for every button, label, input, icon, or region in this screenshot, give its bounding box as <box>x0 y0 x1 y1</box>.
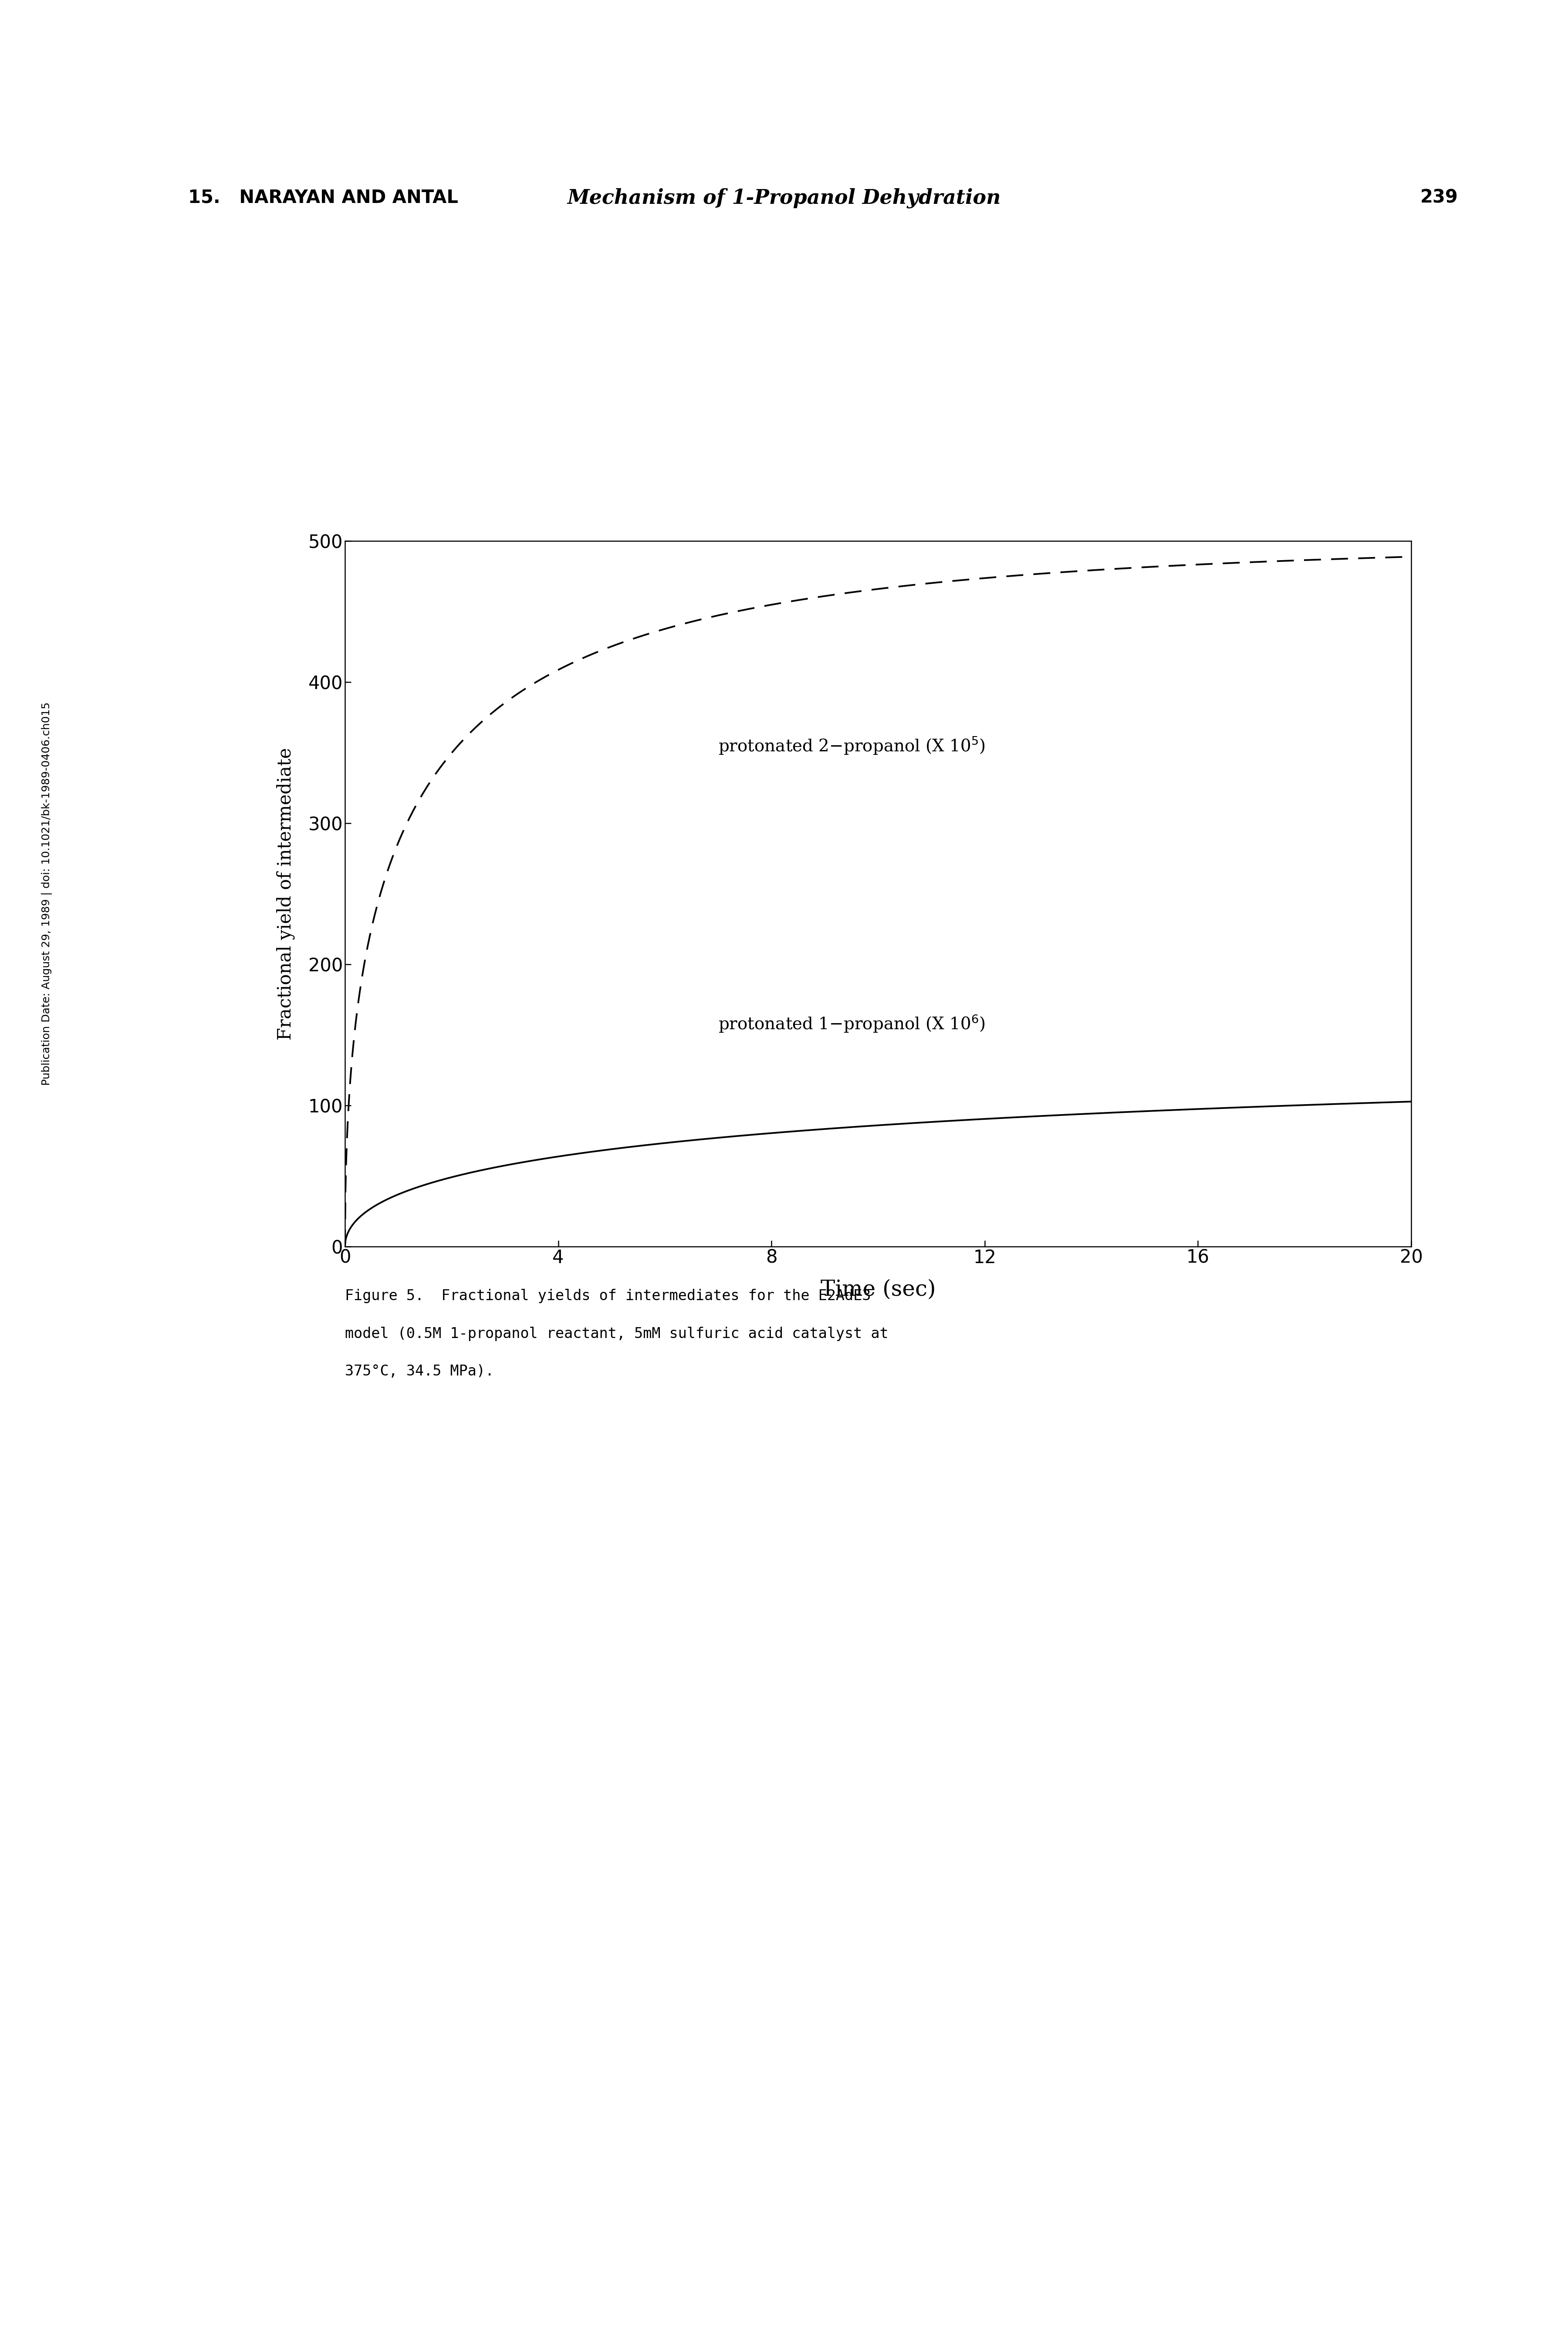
Text: Figure 5.  Fractional yields of intermediates for the E2AdE3: Figure 5. Fractional yields of intermedi… <box>345 1289 870 1303</box>
Text: 239: 239 <box>1421 188 1458 207</box>
X-axis label: Time (sec): Time (sec) <box>820 1279 936 1301</box>
Text: model (0.5M 1-propanol reactant, 5mM sulfuric acid catalyst at: model (0.5M 1-propanol reactant, 5mM sul… <box>345 1327 889 1341</box>
Text: 15.   NARAYAN AND ANTAL: 15. NARAYAN AND ANTAL <box>188 188 458 207</box>
Y-axis label: Fractional yield of intermediate: Fractional yield of intermediate <box>276 748 295 1040</box>
Text: Mechanism of 1-Propanol Dehydration: Mechanism of 1-Propanol Dehydration <box>568 188 1000 209</box>
Text: protonated 1$-$propanol (X 10$^{6}$): protonated 1$-$propanol (X 10$^{6}$) <box>718 1014 985 1035</box>
Text: 375°C, 34.5 MPa).: 375°C, 34.5 MPa). <box>345 1364 494 1378</box>
Text: protonated 2$-$propanol (X 10$^{5}$): protonated 2$-$propanol (X 10$^{5}$) <box>718 736 985 755</box>
Text: Publication Date: August 29, 1989 | doi: 10.1021/bk-1989-0406.ch015: Publication Date: August 29, 1989 | doi:… <box>42 701 52 1087</box>
